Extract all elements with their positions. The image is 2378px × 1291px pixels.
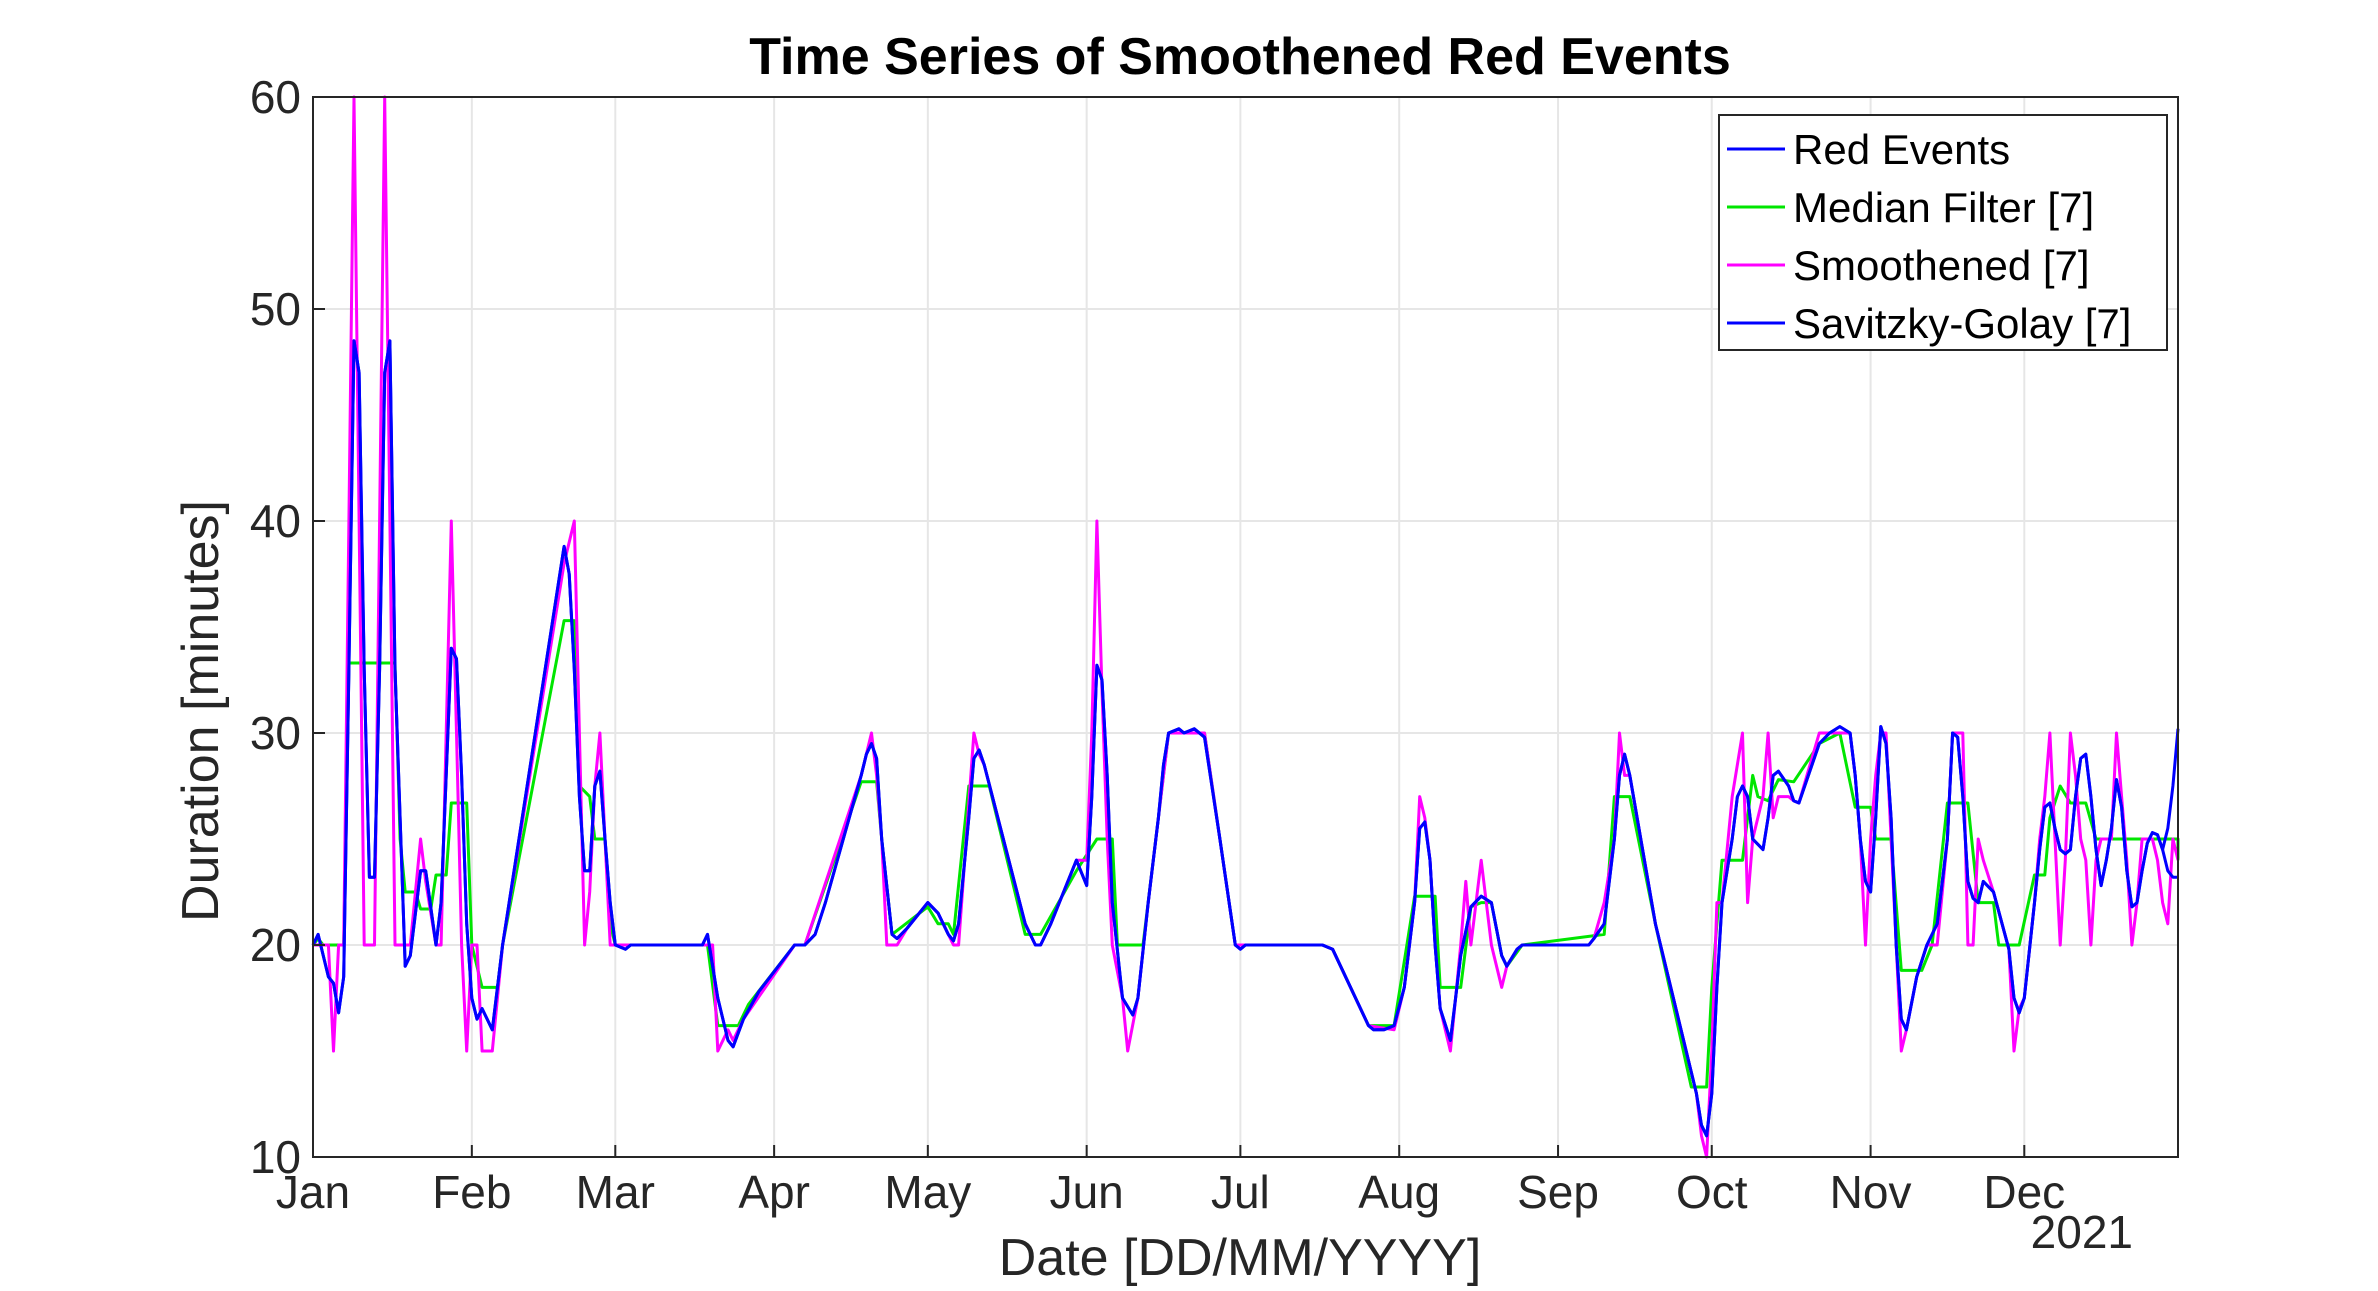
y-axis-ticks: 10 20 30 40 50 60 — [250, 71, 325, 1183]
x-tick-label: Aug — [1358, 1166, 1440, 1218]
y-axis-label: Duration [minutes] — [172, 500, 230, 922]
legend-entry-label: Smoothened [7] — [1793, 242, 2090, 289]
y-tick-label: 20 — [250, 919, 301, 971]
chart-title: Time Series of Smoothened Red Events — [749, 28, 1731, 86]
x-axis-ticks: Jan Feb Mar Apr May Jun Jul Aug Sep Oct Nov Dec — [276, 1145, 2065, 1218]
x-tick-label: Jul — [1211, 1166, 1270, 1218]
y-tick-label: 30 — [250, 707, 301, 759]
x-tick-label: Nov — [1830, 1166, 1912, 1218]
legend: Red Events Median Filter [7] Smoothened [7… — [1718, 114, 2168, 351]
x-tick-label: Jan — [276, 1166, 350, 1218]
y-tick-label: 10 — [250, 1131, 301, 1183]
y-tick-label: 60 — [250, 71, 301, 123]
series-line-savitzky-golay-7 — [311, 339, 2180, 1138]
legend-entry-label: Savitzky-Golay [7] — [1793, 300, 2131, 347]
legend-entry-label: Red Events — [1793, 126, 2010, 173]
x-tick-label: Mar — [576, 1166, 655, 1218]
legend-box — [1718, 114, 2168, 351]
legend-entry-label: Median Filter [7] — [1793, 184, 2094, 231]
x-tick-label: Feb — [432, 1166, 511, 1218]
x-tick-label: Apr — [738, 1166, 810, 1218]
x-tick-label: Sep — [1517, 1166, 1599, 1218]
x-tick-label: May — [884, 1166, 971, 1218]
x-tick-label: Jun — [1050, 1166, 1124, 1218]
x-axis-label: Date [DD/MM/YYYY] — [999, 1229, 1482, 1287]
x-axis-year-label: 2021 — [2031, 1206, 2133, 1258]
x-tick-label: Dec — [1983, 1166, 2065, 1218]
y-tick-label: 40 — [250, 495, 301, 547]
y-tick-label: 50 — [250, 283, 301, 335]
plot-area-frame — [312, 96, 2179, 1158]
x-tick-label: Oct — [1676, 1166, 1748, 1218]
series-layer — [311, 95, 2180, 1159]
